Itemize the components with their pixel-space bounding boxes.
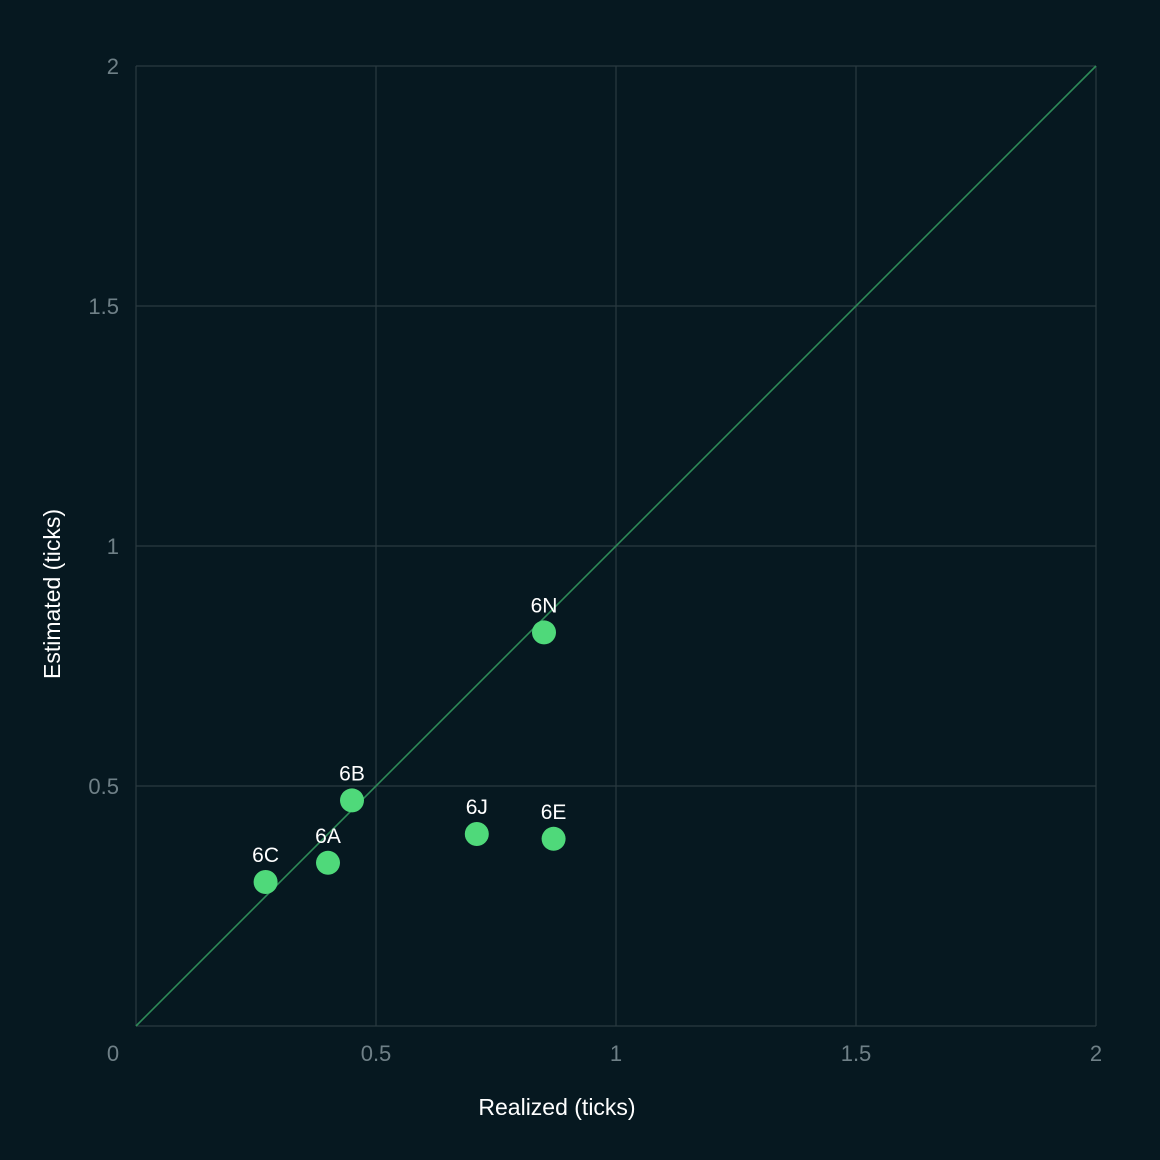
x-axis-ticks: 0 0.5 1 1.5 2 bbox=[107, 1041, 1102, 1066]
data-point-label: 6A bbox=[315, 825, 341, 848]
y-axis-ticks: 0.5 1 1.5 2 bbox=[88, 54, 119, 799]
y-tick-label: 1 bbox=[107, 534, 119, 559]
data-points: 6C 6A 6B 6J 6E 6N bbox=[252, 594, 566, 894]
data-point-6e bbox=[541, 826, 566, 851]
data-point-6b bbox=[340, 788, 364, 813]
data-point-label: 6B bbox=[339, 762, 365, 785]
x-tick-label: 0.5 bbox=[361, 1041, 392, 1066]
x-axis-title: Realized (ticks) bbox=[478, 1094, 635, 1120]
x-tick-label: 1 bbox=[610, 1041, 622, 1066]
y-tick-label: 2 bbox=[107, 54, 119, 79]
x-tick-label: 2 bbox=[1090, 1041, 1102, 1066]
data-point-6a bbox=[316, 850, 340, 875]
data-point-label: 6E bbox=[541, 801, 567, 824]
data-point-label: 6J bbox=[466, 796, 488, 819]
y-tick-label: 0.5 bbox=[88, 774, 119, 799]
data-point-6n bbox=[532, 620, 556, 645]
data-point-label: 6C bbox=[252, 844, 279, 867]
x-tick-label: 1.5 bbox=[841, 1041, 872, 1066]
data-point-6j bbox=[464, 822, 489, 846]
data-point-label: 6N bbox=[531, 594, 558, 617]
data-point-6c bbox=[253, 870, 278, 894]
y-tick-label: 1.5 bbox=[88, 294, 119, 319]
y-axis-title: Estimated (ticks) bbox=[39, 509, 65, 679]
identity-reference-line bbox=[135, 65, 1097, 1027]
x-tick-label: 0 bbox=[107, 1041, 119, 1066]
